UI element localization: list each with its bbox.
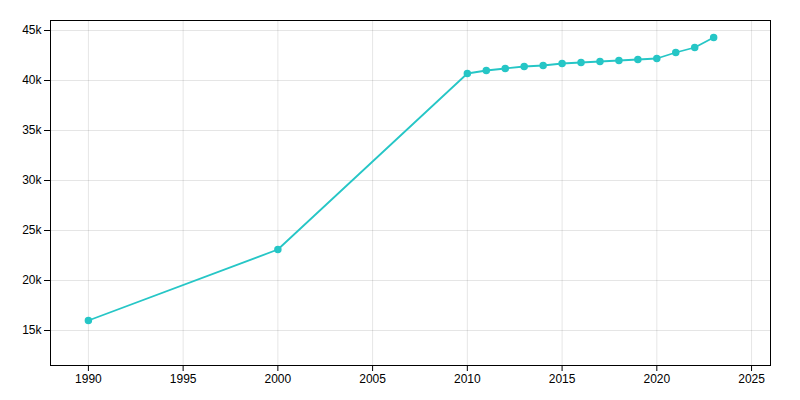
svg-text:35k: 35k xyxy=(22,123,42,137)
svg-text:1990: 1990 xyxy=(75,372,102,386)
svg-text:2010: 2010 xyxy=(454,372,481,386)
svg-text:45k: 45k xyxy=(22,23,42,37)
svg-text:40k: 40k xyxy=(22,73,42,87)
svg-text:2025: 2025 xyxy=(738,372,765,386)
svg-text:20k: 20k xyxy=(22,273,42,287)
svg-text:25k: 25k xyxy=(22,223,42,237)
svg-text:1995: 1995 xyxy=(170,372,197,386)
svg-text:2000: 2000 xyxy=(265,372,292,386)
svg-text:2015: 2015 xyxy=(549,372,576,386)
svg-text:30k: 30k xyxy=(22,173,42,187)
svg-text:2020: 2020 xyxy=(643,372,670,386)
svg-text:2005: 2005 xyxy=(359,372,386,386)
svg-text:15k: 15k xyxy=(22,323,42,337)
